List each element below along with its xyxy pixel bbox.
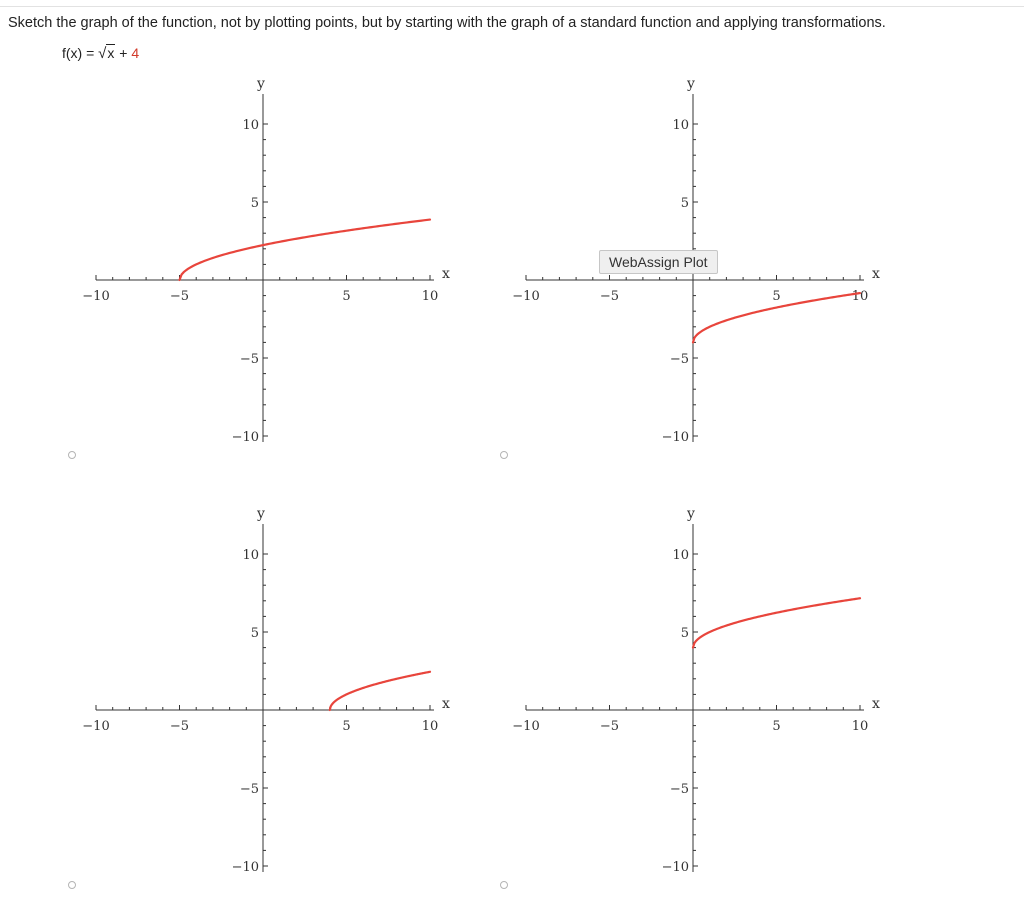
x-tick-label: −5 (600, 719, 619, 734)
top-divider (0, 6, 1024, 7)
y-tick-label: −10 (232, 430, 259, 445)
y-axis-label: y (256, 76, 265, 92)
x-tick-label: −5 (170, 719, 189, 734)
x-tick-label: −10 (512, 719, 539, 734)
radio-choice-a[interactable] (68, 451, 76, 459)
y-tick-label: −10 (232, 860, 259, 875)
answer-graph-b[interactable]: −10 −5 5 10 10 5 −5 −10 x y (508, 76, 928, 480)
function-constant: 4 (131, 45, 140, 61)
plot-svg: −10 −5 5 10 10 5 −5 −10 x y (82, 76, 450, 445)
plot-svg: −10 −5 5 10 10 5 −5 −10 x y (512, 76, 880, 445)
y-tick-label: 5 (681, 196, 689, 211)
plot-svg: −10 −5 5 10 10 5 −5 −10 x y (82, 506, 450, 875)
question-instructions: Sketch the graph of the function, not by… (8, 15, 886, 31)
y-tick-label: −5 (240, 782, 259, 797)
radical-sign: √ (98, 45, 107, 62)
y-tick-label: 10 (242, 118, 259, 133)
y-tick-label: −10 (662, 860, 689, 875)
x-tick-label: 5 (772, 719, 780, 734)
y-tick-label: 5 (251, 196, 259, 211)
y-tick-label: 10 (672, 118, 689, 133)
radio-choice-b[interactable] (500, 451, 508, 459)
answer-graph-c[interactable]: −10 −5 5 10 10 5 −5 −10 x y (78, 506, 498, 910)
function-curve (328, 670, 432, 712)
y-tick-label: 10 (242, 548, 259, 563)
y-tick-label: −5 (670, 782, 689, 797)
y-axis-label: y (256, 506, 265, 522)
x-tick-label: 5 (772, 289, 780, 304)
y-tick-label: 5 (251, 626, 259, 641)
radicand: x (106, 44, 116, 61)
plus-sign: + (115, 45, 132, 61)
y-axis-label: y (686, 76, 695, 92)
function-curve (691, 597, 862, 649)
x-axis-label: x (872, 696, 880, 712)
function-curve (178, 218, 432, 282)
y-tick-label: −5 (240, 352, 259, 367)
x-tick-label: 10 (422, 289, 439, 304)
y-tick-label: −10 (662, 430, 689, 445)
function-curve (691, 291, 862, 344)
function-expression: f(x) = √x + 4 (62, 44, 140, 62)
x-tick-label: −10 (82, 719, 109, 734)
x-axis-label: x (872, 266, 880, 282)
radio-choice-d[interactable] (500, 881, 508, 889)
radio-choice-c[interactable] (68, 881, 76, 889)
answer-graph-d[interactable]: −10 −5 5 10 10 5 −5 −10 x y (508, 506, 928, 910)
x-tick-label: 10 (852, 719, 869, 734)
x-tick-label: −5 (170, 289, 189, 304)
x-tick-label: −5 (600, 289, 619, 304)
x-tick-label: −10 (512, 289, 539, 304)
webassign-plot-tooltip: WebAssign Plot (599, 250, 718, 274)
x-tick-label: −10 (82, 289, 109, 304)
x-tick-label: 5 (342, 289, 350, 304)
x-tick-label: 10 (422, 719, 439, 734)
plot-svg: −10 −5 5 10 10 5 −5 −10 x y (512, 506, 880, 875)
x-axis-label: x (442, 696, 450, 712)
y-tick-label: 5 (681, 626, 689, 641)
y-tick-label: 10 (672, 548, 689, 563)
answer-graph-a[interactable]: −10 −5 5 10 10 5 −5 −10 x y (78, 76, 498, 480)
y-axis-label: y (686, 506, 695, 522)
y-tick-label: −5 (670, 352, 689, 367)
function-lhs: f(x) = (62, 45, 99, 61)
x-tick-label: 5 (342, 719, 350, 734)
x-tick-label: 10 (852, 289, 869, 304)
x-axis-label: x (442, 266, 450, 282)
